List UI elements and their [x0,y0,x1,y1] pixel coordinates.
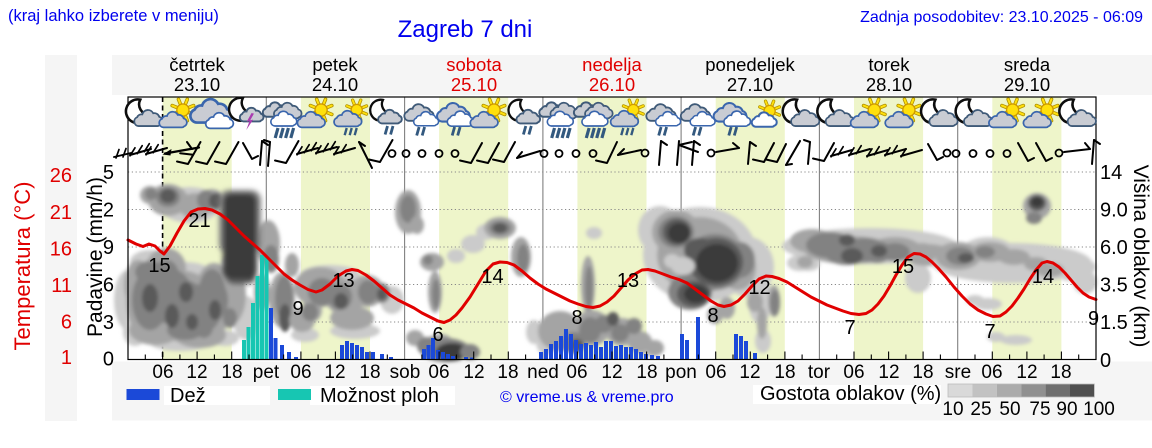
svg-text:Zadnja posodobitev: 23.10.2025: Zadnja posodobitev: 23.10.2025 - 06:09 [860,9,1143,26]
svg-text:24.10: 24.10 [312,74,358,95]
svg-text:9: 9 [103,237,114,259]
svg-text:9.0: 9.0 [1100,200,1128,222]
svg-text:26: 26 [50,165,72,187]
svg-text:3.5: 3.5 [1100,275,1128,297]
svg-text:sre: sre [945,362,971,383]
svg-text:© vreme.us & vreme.pro: © vreme.us & vreme.pro [500,389,674,406]
svg-text:Padavine (mm/h): Padavine (mm/h) [84,177,107,337]
svg-text:18: 18 [774,362,795,383]
svg-text:Zagreb 7 dni: Zagreb 7 dni [398,16,533,43]
svg-text:26.10: 26.10 [589,74,635,95]
svg-text:12: 12 [748,277,770,299]
svg-text:16: 16 [50,239,72,261]
svg-text:Gostota oblakov (%): Gostota oblakov (%) [760,383,941,405]
svg-text:21: 21 [50,202,72,224]
svg-text:18: 18 [1050,362,1071,383]
svg-text:nedelja: nedelja [582,54,642,75]
svg-text:sob: sob [390,362,421,383]
svg-text:torek: torek [868,54,910,75]
svg-text:četrtek: četrtek [169,54,225,75]
svg-text:29.10: 29.10 [1004,74,1050,95]
svg-text:23.10: 23.10 [174,74,220,95]
svg-text:18: 18 [636,362,657,383]
svg-text:06: 06 [843,362,864,383]
svg-text:6: 6 [432,324,443,346]
svg-text:18: 18 [359,362,380,383]
svg-text:28.10: 28.10 [866,74,912,95]
svg-text:0: 0 [103,349,114,371]
svg-text:14: 14 [1032,266,1054,288]
svg-text:11: 11 [51,275,72,297]
svg-text:0: 0 [1100,350,1111,372]
svg-text:9: 9 [292,298,303,320]
svg-text:7: 7 [984,321,995,343]
svg-text:06: 06 [566,362,587,383]
svg-text:25.10: 25.10 [451,74,497,95]
svg-text:3: 3 [103,312,114,334]
svg-text:7: 7 [844,317,855,339]
svg-text:12: 12 [463,362,484,383]
svg-text:06: 06 [290,362,311,383]
svg-text:tor: tor [808,362,831,383]
svg-text:12: 12 [739,362,760,383]
svg-text:75: 75 [1029,399,1050,420]
svg-text:13: 13 [617,270,639,292]
svg-text:14: 14 [481,266,503,288]
svg-text:1.5: 1.5 [1100,312,1128,334]
svg-text:2: 2 [103,200,114,222]
svg-text:Višina oblakov (km): Višina oblakov (km) [1129,165,1152,348]
svg-text:50: 50 [999,399,1020,420]
svg-text:6: 6 [61,312,72,334]
svg-text:12: 12 [601,362,622,383]
svg-text:pet: pet [253,362,280,383]
svg-text:ponedeljek: ponedeljek [705,54,795,75]
svg-text:9: 9 [1088,308,1099,330]
svg-text:27.10: 27.10 [727,74,773,95]
svg-text:12: 12 [324,362,345,383]
svg-text:21: 21 [188,210,210,232]
svg-text:sobota: sobota [446,54,502,75]
svg-text:ned: ned [527,362,559,383]
svg-text:(kraj lahko izberete v meniju): (kraj lahko izberete v meniju) [8,7,219,25]
svg-text:25: 25 [970,399,991,420]
svg-text:1: 1 [61,347,72,369]
svg-text:18: 18 [221,362,242,383]
svg-text:10: 10 [942,399,963,420]
svg-text:12: 12 [1016,362,1037,383]
svg-text:06: 06 [428,362,449,383]
svg-text:pon: pon [665,362,697,383]
svg-text:18: 18 [912,362,933,383]
svg-text:6: 6 [103,275,114,297]
svg-text:18: 18 [497,362,518,383]
svg-text:15: 15 [892,256,914,278]
svg-text:8: 8 [707,305,718,327]
svg-text:100: 100 [1083,399,1115,420]
svg-text:5: 5 [103,162,114,184]
svg-text:Možnost ploh: Možnost ploh [320,385,439,407]
svg-text:90: 90 [1056,399,1077,420]
svg-text:12: 12 [186,362,207,383]
svg-text:06: 06 [152,362,173,383]
svg-text:Temperatura (°C): Temperatura (°C) [10,182,35,351]
svg-text:12: 12 [878,362,899,383]
svg-text:15: 15 [148,255,170,277]
svg-text:sreda: sreda [1004,54,1051,75]
svg-text:8: 8 [571,307,582,329]
svg-text:14: 14 [1100,162,1122,184]
svg-text:Dež: Dež [170,385,206,407]
svg-text:13: 13 [332,270,354,292]
svg-text:petek: petek [312,54,358,75]
svg-text:06: 06 [981,362,1002,383]
svg-text:6.0: 6.0 [1100,237,1128,259]
svg-text:06: 06 [705,362,726,383]
